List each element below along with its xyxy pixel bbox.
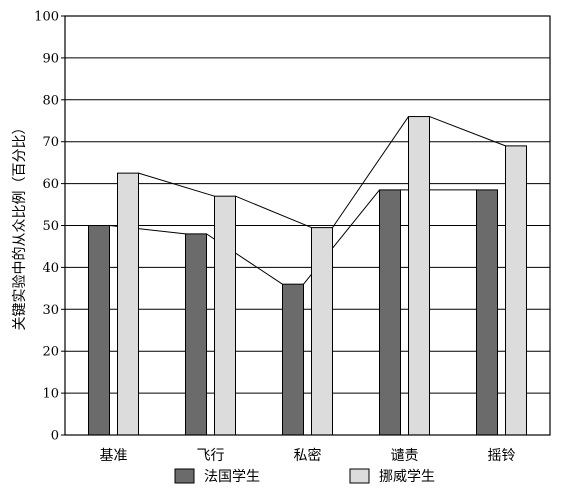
category-label: 基准 <box>100 447 128 464</box>
bar <box>311 227 333 436</box>
bar <box>88 225 110 436</box>
bar <box>117 172 139 436</box>
y-tick-label: 50 <box>42 219 59 234</box>
category-label: 摇铃 <box>488 448 516 464</box>
legend-label: 法国学生 <box>204 469 260 485</box>
plot-frame <box>64 15 551 436</box>
y-tick-label: 40 <box>42 261 59 276</box>
legend-swatch <box>174 468 195 484</box>
bar <box>476 189 498 436</box>
y-tick-label: 30 <box>42 303 59 318</box>
y-axis-title: 关键实验中的从众比例（百分比） <box>12 121 28 331</box>
bar <box>185 233 207 436</box>
category-label: 私密 <box>294 447 322 464</box>
bars <box>88 116 527 436</box>
legend: 法国学生 挪威学生 <box>174 468 435 485</box>
category-label: 谴责 <box>391 448 419 464</box>
y-tick-label: 10 <box>42 387 59 402</box>
category-label: 飞行 <box>197 448 225 464</box>
legend-label: 挪威学生 <box>379 469 435 485</box>
bar <box>408 116 430 436</box>
bar <box>505 145 527 436</box>
y-tick-label: 80 <box>42 93 59 108</box>
bar <box>214 195 236 436</box>
y-tick-label: 0 <box>51 429 59 444</box>
trend-lines <box>109 116 506 285</box>
y-tick-label: 20 <box>42 345 59 360</box>
y-tick-label: 100 <box>34 10 59 25</box>
y-axis-ticks: 0 10 20 30 40 50 60 70 80 90 100 <box>34 10 65 444</box>
y-tick-label: 60 <box>42 177 59 192</box>
legend-swatch <box>349 468 370 484</box>
y-tick-label: 70 <box>42 135 59 150</box>
trend-line <box>138 116 506 229</box>
bar <box>282 283 304 436</box>
bar <box>379 189 401 436</box>
trend-line <box>109 189 477 285</box>
x-axis-labels: 基准 飞行 私密 谴责 摇铃 <box>100 447 516 464</box>
y-tick-label: 90 <box>42 51 59 66</box>
